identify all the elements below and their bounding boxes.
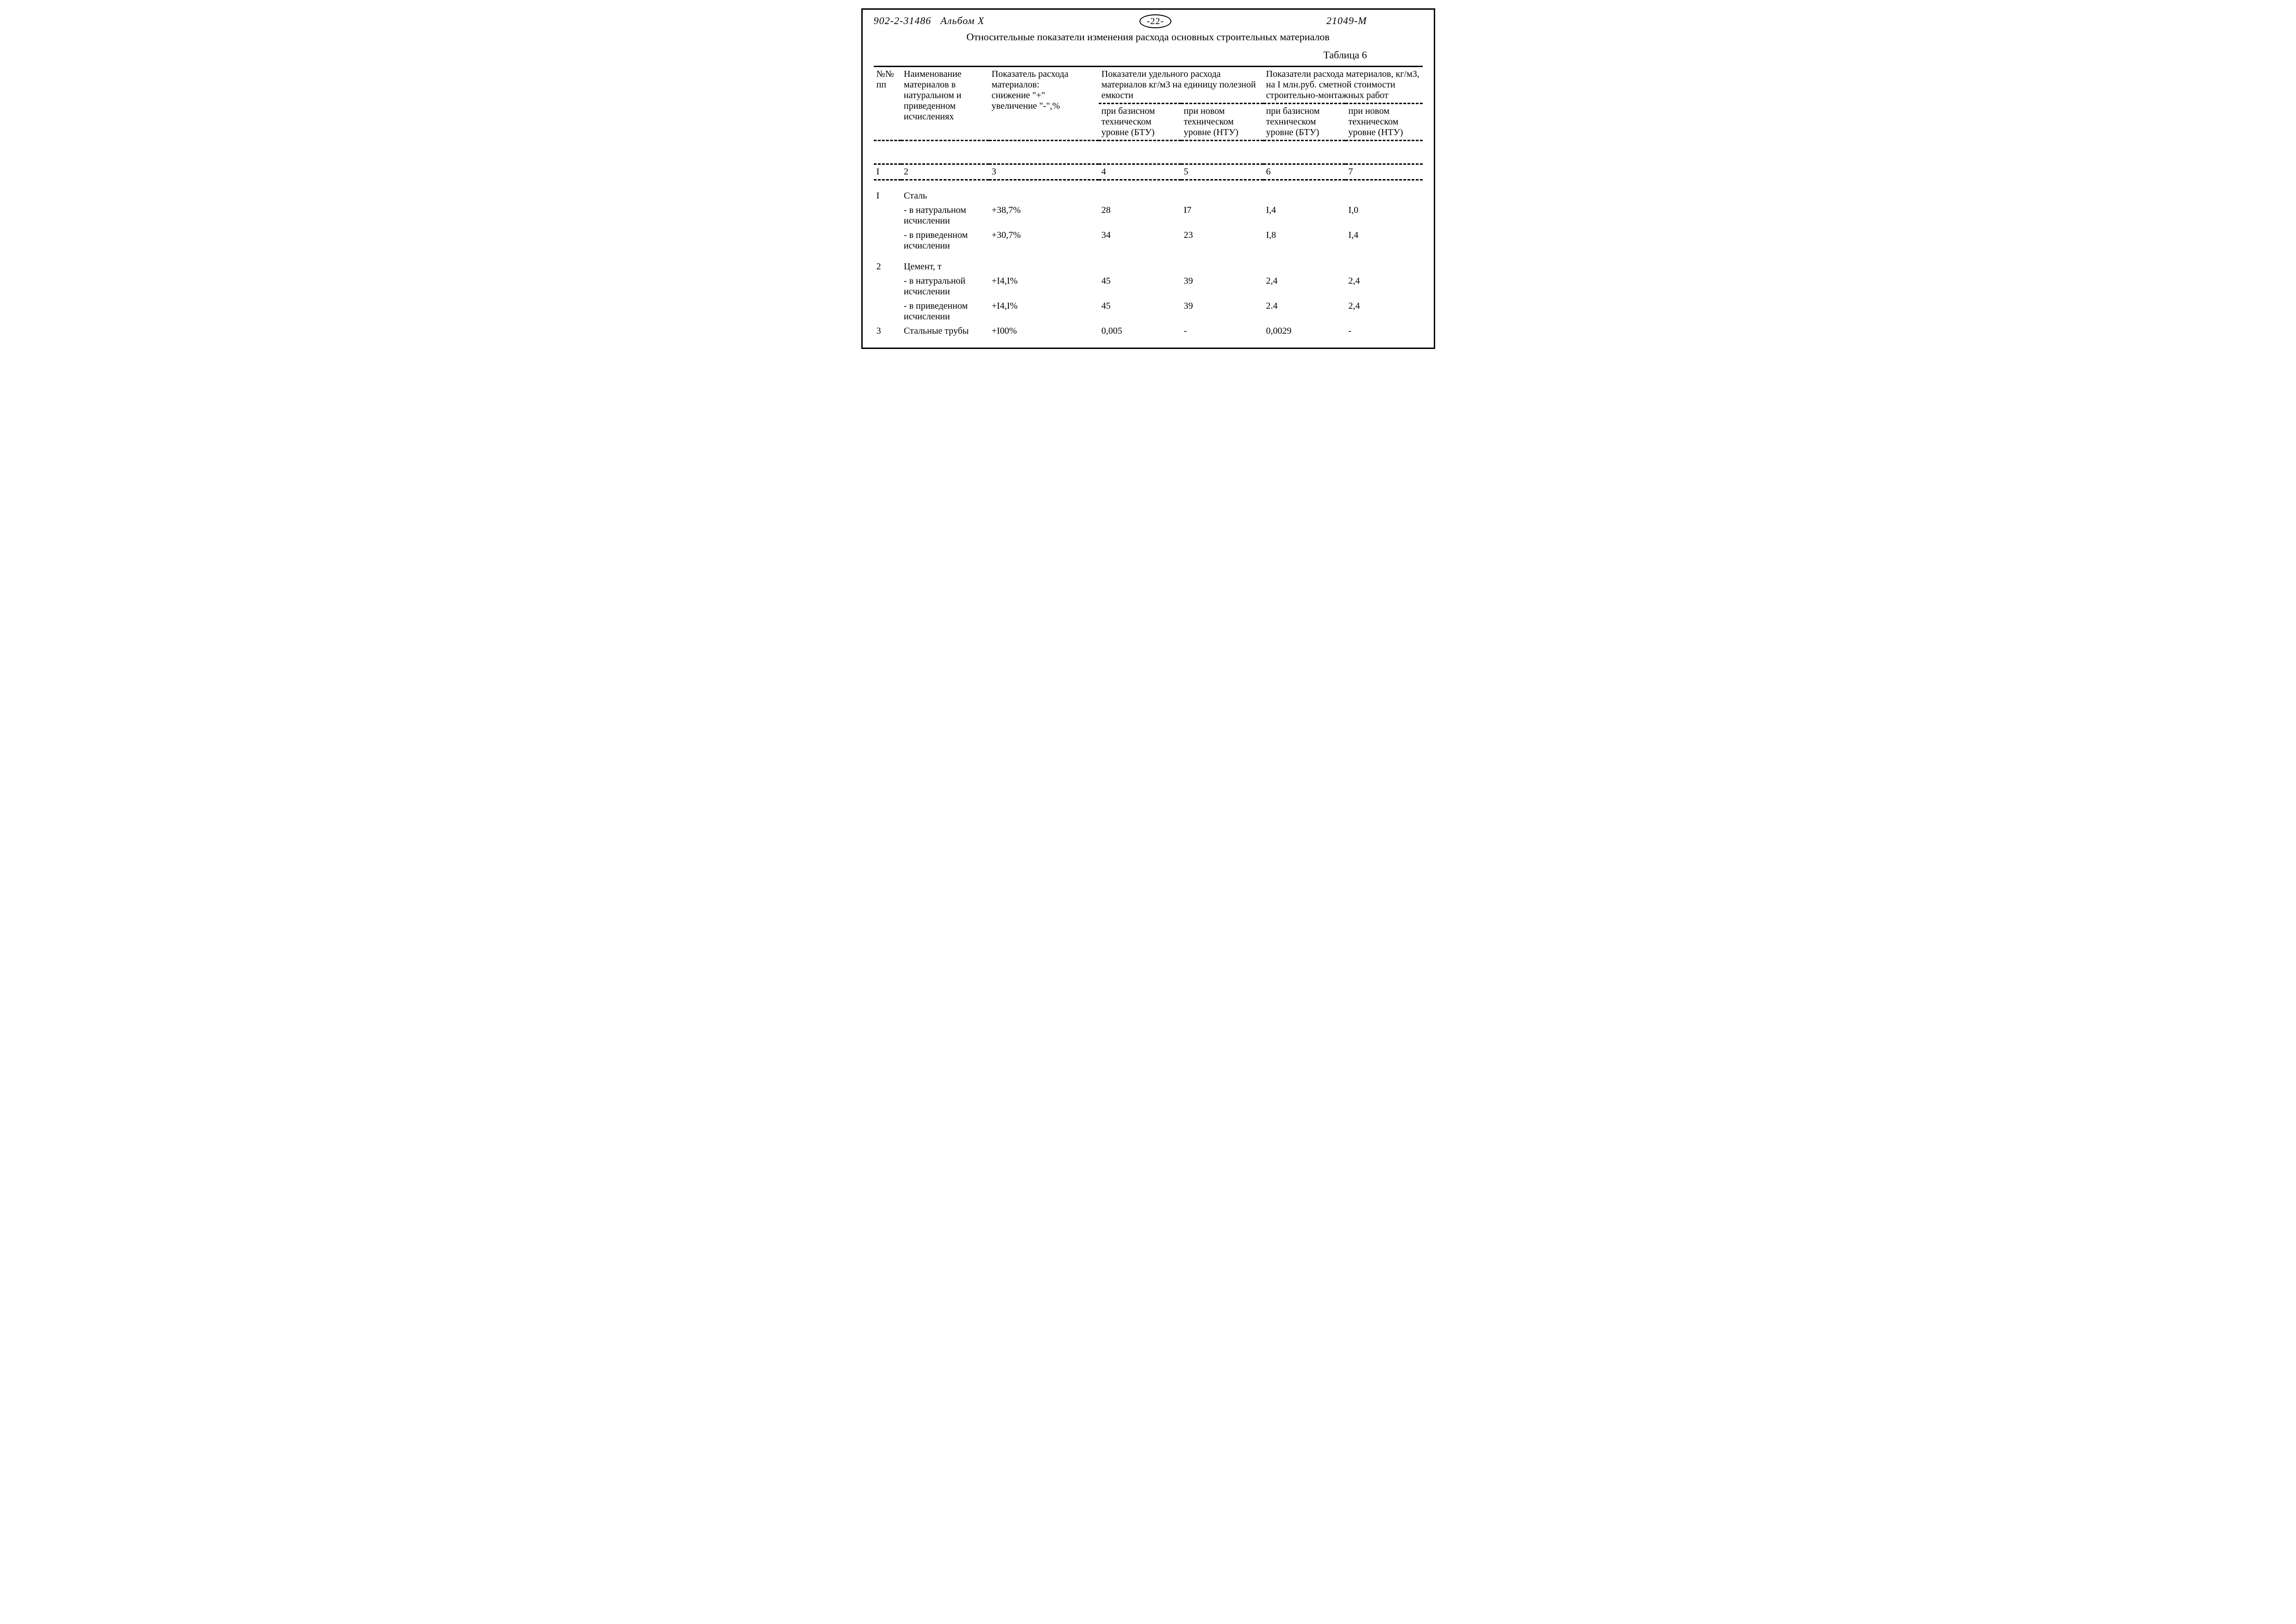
cell-value: - [1181,324,1263,338]
spacer-row [874,140,1423,164]
cell-value: +I00% [989,324,1099,338]
header-group-67: Показатели расхода материалов, кг/м3, на… [1263,66,1423,103]
table-row: 2 Цемент, т [874,253,1423,274]
cell-value: 23 [1181,228,1263,253]
header-col-3: Показатель расхода материалов: снижение … [989,66,1099,140]
cell-value: I,0 [1345,203,1422,228]
colnum-4: 4 [1099,164,1181,180]
colnum-2: 2 [901,164,989,180]
cell-value: 0,005 [1099,324,1181,338]
material-subrow-label: - в натуральном исчислении [901,203,989,228]
cell-value: 2,4 [1263,274,1346,299]
table-row: - в натуральной исчислении +I4,I% 45 39 … [874,274,1423,299]
page-title: Относительные показатели изменения расхо… [874,31,1423,43]
cell-value: 45 [1099,299,1181,324]
cell-value: I,8 [1263,228,1346,253]
colnum-6: 6 [1263,164,1346,180]
cell-value: I,4 [1345,228,1422,253]
table-number-label: Таблица 6 [874,49,1423,61]
material-subrow-label: - в приведенном исчислении [901,299,989,324]
colnum-1: I [874,164,901,180]
material-name: Сталь [901,189,989,203]
album-label: Альбом X [940,15,984,26]
row-number: 2 [874,253,901,274]
cell-value: +I4,I% [989,299,1099,324]
document-page: 902-2-31486 Альбом X -22- 21049-М Относи… [861,8,1435,349]
colnum-3: 3 [989,164,1099,180]
header-group-45: Показатели удельного расхода материалов … [1099,66,1263,103]
cell-value: 2,4 [1345,299,1422,324]
spacer-row [874,180,1423,189]
column-numbers-row: I 2 3 4 5 6 7 [874,164,1423,180]
header-col-2: Наименование материалов в натуральном и … [901,66,989,140]
row-number: I [874,189,901,203]
colnum-7: 7 [1345,164,1422,180]
cell-value: - [1345,324,1422,338]
table-row: - в натуральном исчислении +38,7% 28 I7 … [874,203,1423,228]
code-right: 21049-М [1326,15,1423,26]
table-row: - в приведенном исчислении +I4,I% 45 39 … [874,299,1423,324]
cell-value: 0,0029 [1263,324,1346,338]
header-col-6: при базисном техническом уровне (БТУ) [1263,103,1346,140]
material-name: Цемент, т [901,253,989,274]
cell-value: 2,4 [1345,274,1422,299]
header-col-5: при новом техническом уровне (НТУ) [1181,103,1263,140]
table-row: - в приведенном исчислении +30,7% 34 23 … [874,228,1423,253]
cell-value: 39 [1181,299,1263,324]
code-left: 902-2-31486 [874,15,932,26]
cell-value: 2.4 [1263,299,1346,324]
cell-value: +38,7% [989,203,1099,228]
material-name: Стальные трубы [901,324,989,338]
material-subrow-label: - в натуральной исчислении [901,274,989,299]
materials-table: №№ пп Наименование материалов в натураль… [874,66,1423,338]
cell-value: 39 [1181,274,1263,299]
cell-value: I,4 [1263,203,1346,228]
material-subrow-label: - в приведенном исчислении [901,228,989,253]
cell-value: +30,7% [989,228,1099,253]
table-row: I Сталь [874,189,1423,203]
cell-value: 34 [1099,228,1181,253]
cell-value: +I4,I% [989,274,1099,299]
header-col-7: при новом техническом уровне (НТУ) [1345,103,1422,140]
table-header-row: №№ пп Наименование материалов в натураль… [874,66,1423,103]
row-number: 3 [874,324,901,338]
page-number-oval: -22- [1139,14,1171,28]
table-row: 3 Стальные трубы +I00% 0,005 - 0,0029 - [874,324,1423,338]
header-col-4: при базисном техническом уровне (БТУ) [1099,103,1181,140]
colnum-5: 5 [1181,164,1263,180]
header-col-1: №№ пп [874,66,901,140]
cell-value: 45 [1099,274,1181,299]
header-line: 902-2-31486 Альбом X -22- 21049-М [874,14,1423,28]
cell-value: I7 [1181,203,1263,228]
cell-value: 28 [1099,203,1181,228]
